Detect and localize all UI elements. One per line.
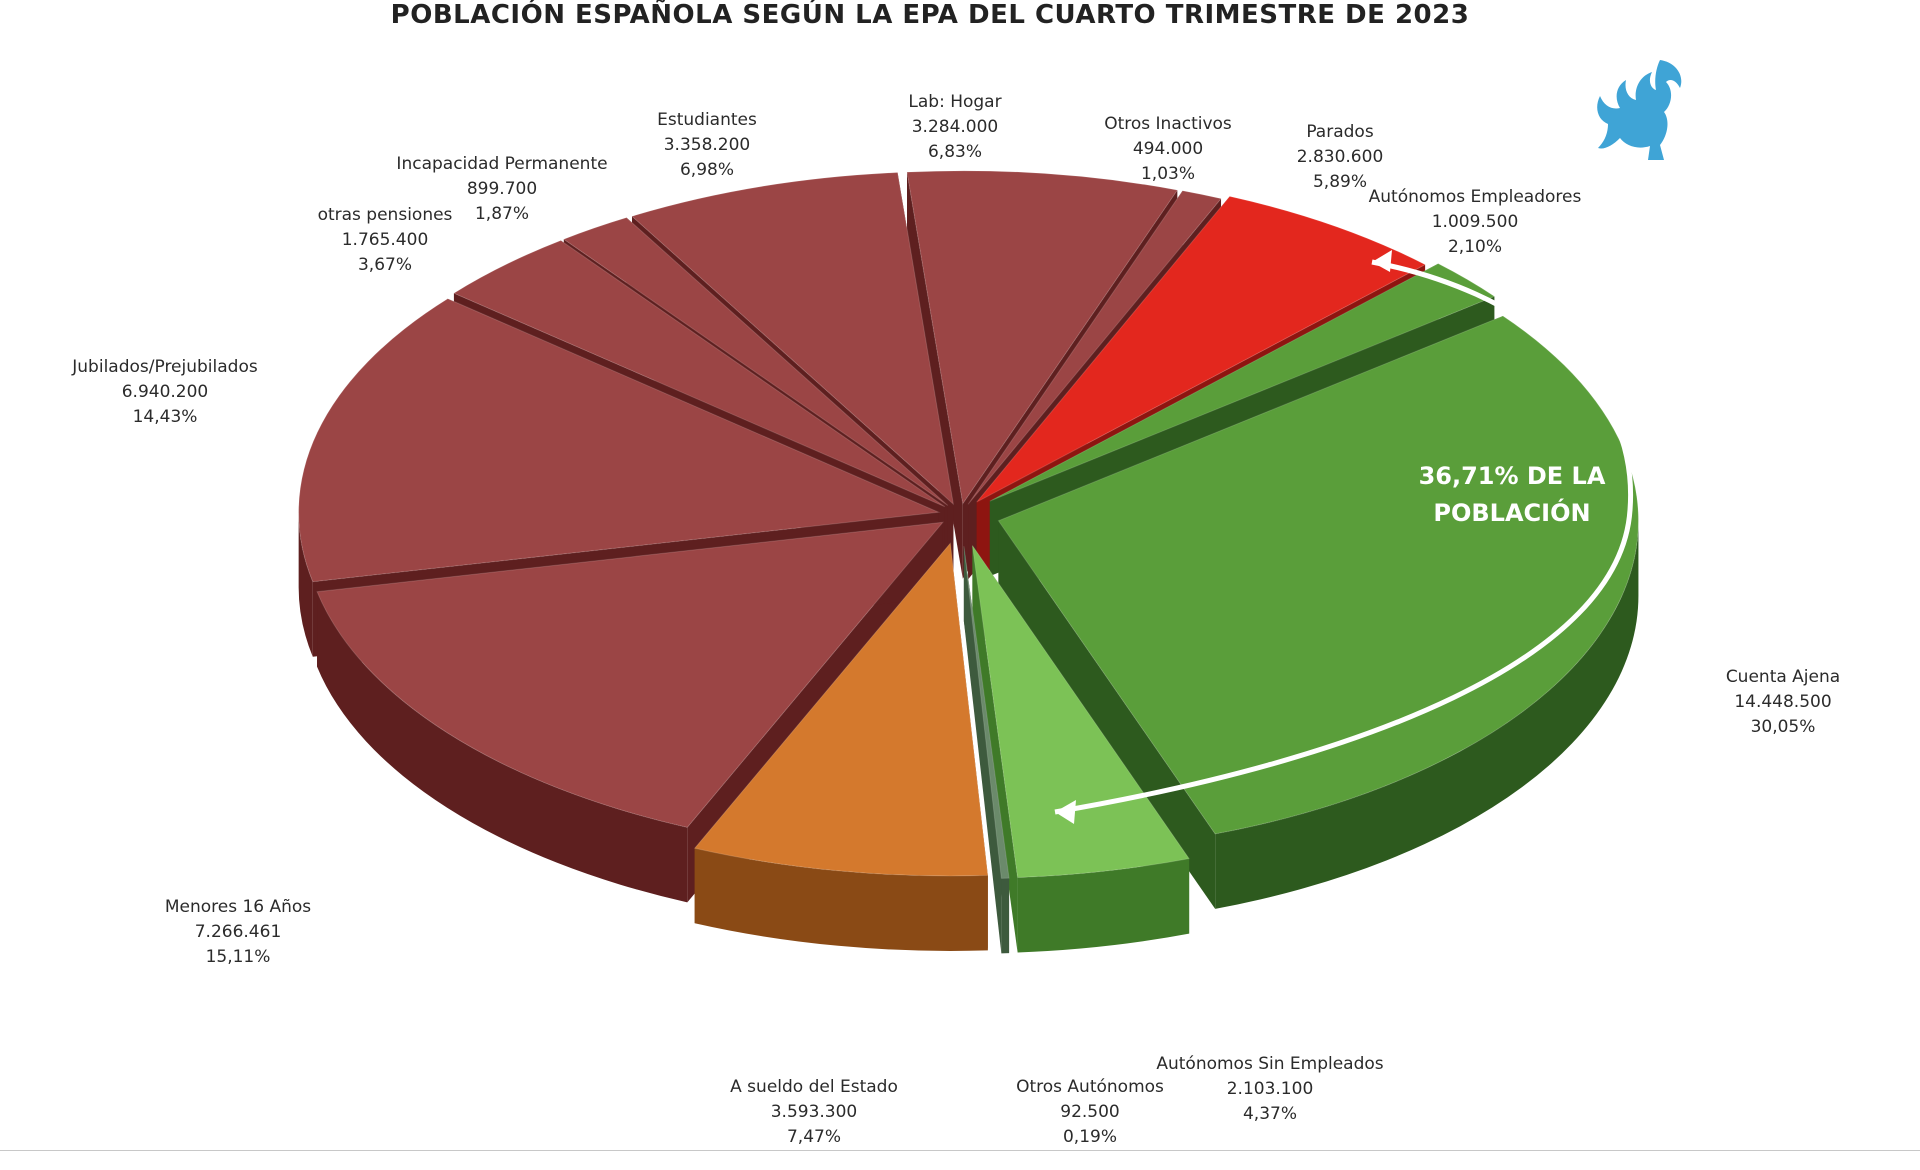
- slice-top: [298, 298, 941, 583]
- slice-label-percent: 5,89%: [1312, 172, 1367, 192]
- griffin-icon: [1597, 60, 1682, 160]
- slice-label-name: Parados: [1306, 122, 1374, 142]
- slice-label-name: Menores 16 Años: [164, 897, 312, 917]
- slice-label-name: otras pensiones: [317, 205, 453, 225]
- slice-label-name: Jubilados/Prejubilados: [72, 357, 258, 377]
- slice-top: [997, 315, 1639, 835]
- slice-label: Autónomos Empleadores 1.009.500 2,10%: [1369, 185, 1582, 260]
- slice-label: A sueldo del Estado 3.593.300 7,47%: [730, 1075, 898, 1150]
- slice-label-value: 1.765.400: [341, 230, 429, 250]
- slice-label: Otros Inactivos 494.000 1,03%: [1104, 112, 1232, 187]
- slice-label-name: Otros Inactivos: [1104, 114, 1232, 134]
- slice-top: [452, 239, 946, 508]
- slice-label-value: 3.593.300: [770, 1102, 858, 1122]
- slice-top: [693, 541, 989, 877]
- annotation-arrow: [1054, 250, 1634, 824]
- slice-label-percent: 4,37%: [1242, 1104, 1297, 1124]
- slice-label: Estudiantes 3.358.200 6,98%: [657, 108, 757, 183]
- slice-label-percent: 14,43%: [132, 407, 198, 427]
- slice-label-value: 3.284.000: [911, 117, 999, 137]
- slice-top: [906, 170, 1179, 505]
- slice-label-name: Autónomos Empleadores: [1368, 187, 1582, 207]
- slice-label-value: 6.940.200: [121, 382, 209, 402]
- slice-label-value: 14.448.500: [1734, 692, 1832, 712]
- slice-label-percent: 0,19%: [1062, 1127, 1118, 1147]
- slice-otros-aut-nomos: [963, 546, 1010, 954]
- slice-top: [562, 217, 949, 506]
- slice-top: [976, 195, 1427, 503]
- slice-label: Autónomos Sin Empleados 2.103.100 4,37%: [1156, 1052, 1383, 1127]
- annotation-arc: [1054, 259, 1634, 815]
- slice-label-value: 7.266.461: [194, 922, 282, 942]
- slice-label-value: 2.830.600: [1296, 147, 1384, 167]
- slice-outer-wall: [1215, 520, 1639, 909]
- slice-label-percent: 30,05%: [1750, 717, 1816, 737]
- arrowhead-bottom: [1055, 800, 1076, 824]
- slice-wall: [972, 545, 1018, 953]
- annotation-line-2: POBLACIÓN: [1433, 499, 1591, 527]
- slice-top: [967, 190, 1222, 505]
- slice-label-value: 899.700: [466, 179, 538, 199]
- slice-label-value: 92.500: [1060, 1102, 1120, 1122]
- slice-top: [989, 263, 1496, 502]
- slice-sides: [298, 170, 1639, 954]
- slice-label: Otros Autónomos 92.500 0,19%: [1016, 1075, 1164, 1150]
- slice-label: Lab: Hogar 3.284.000 6,83%: [908, 90, 1001, 165]
- bottom-divider: [0, 1150, 1920, 1151]
- slice-outer-wall: [1001, 878, 1010, 954]
- slice-label-percent: 3,67%: [357, 255, 412, 275]
- slice-label-percent: 1,03%: [1140, 164, 1195, 184]
- slice-label-value: 3.358.200: [663, 135, 751, 155]
- slice-outer-wall: [694, 848, 988, 951]
- slice-wall: [998, 520, 1216, 909]
- annotation-line-1: 36,71% DE LA: [1418, 462, 1606, 490]
- slice-label: Menores 16 Años 7.266.461 15,11%: [165, 895, 311, 970]
- slice-label: otras pensiones 1.765.400 3,67%: [318, 203, 453, 278]
- slice-wall: [907, 172, 963, 579]
- slice-label: Jubilados/Prejubilados 6.940.200 14,43%: [72, 355, 257, 430]
- slice-label-percent: 15,11%: [205, 947, 271, 967]
- slice-label-name: Incapacidad Permanente: [396, 154, 608, 174]
- slice-aut-nomos-sin-empleados: [971, 545, 1190, 953]
- slice-top: [630, 172, 955, 506]
- slice-label-value: 494.000: [1132, 139, 1204, 159]
- slice-label: Parados 2.830.600 5,89%: [1297, 120, 1384, 195]
- slice-label-value: 2.103.100: [1226, 1079, 1314, 1099]
- slice-label-percent: 2,10%: [1447, 237, 1502, 257]
- chart-title: POBLACIÓN ESPAÑOLA SEGÚN LA EPA DEL CUAR…: [390, 0, 1470, 30]
- slice-top: [971, 545, 1190, 879]
- slice-label-percent: 7,47%: [786, 1127, 842, 1147]
- slice-top: [963, 546, 1010, 879]
- slice-label-percent: 6,83%: [927, 142, 983, 162]
- slice-cuenta-ajena: [997, 315, 1639, 909]
- slice-label-name: Otros Autónomos: [1016, 1077, 1164, 1097]
- slice-a-sueldo-del-estado: [693, 541, 989, 951]
- arrowhead-top: [1372, 250, 1392, 272]
- slice-label-percent: 6,98%: [679, 160, 735, 180]
- slice-label-name: A sueldo del Estado: [730, 1077, 898, 1097]
- slice-label: Cuenta Ajena 14.448.500 30,05%: [1726, 665, 1840, 740]
- slice-label-name: Lab: Hogar: [908, 92, 1002, 112]
- slice-outer-wall: [317, 591, 688, 903]
- slice-outer-wall: [1017, 858, 1190, 953]
- slice-wall: [963, 546, 1002, 954]
- slice-top: [316, 521, 945, 828]
- slice-label-name: Estudiantes: [657, 110, 757, 130]
- annotation-callout: 36,71% DE LA POBLACIÓN: [1419, 458, 1606, 532]
- slice-label-value: 1.009.500: [1431, 212, 1519, 232]
- slice-label-name: Autónomos Sin Empleados: [1156, 1054, 1384, 1074]
- slice-label-percent: 1,87%: [474, 204, 530, 224]
- slice-label: Incapacidad Permanente 899.700 1,87%: [396, 152, 607, 227]
- slice-outer-wall: [298, 512, 313, 657]
- slice-label-name: Cuenta Ajena: [1725, 667, 1841, 687]
